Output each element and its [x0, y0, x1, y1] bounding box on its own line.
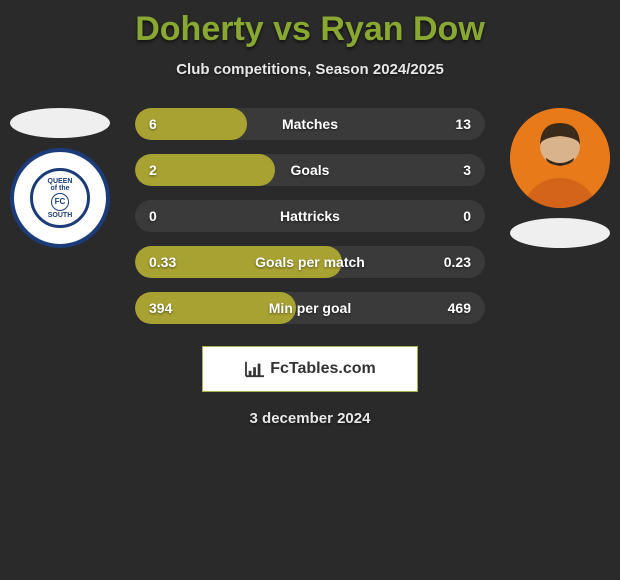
stat-label: Matches: [135, 116, 485, 132]
stat-row: 6Matches13: [135, 108, 485, 140]
stat-label: Hattricks: [135, 208, 485, 224]
right-player-column: [510, 108, 610, 248]
stat-row: 0Hattricks0: [135, 200, 485, 232]
stat-label: Min per goal: [135, 300, 485, 316]
logo-text: FcTables.com: [270, 360, 376, 378]
subtitle: Club competitions, Season 2024/2025: [0, 61, 620, 78]
stat-label: Goals per match: [135, 254, 485, 270]
fctables-logo[interactable]: FcTables.com: [202, 346, 418, 392]
badge-text: QUEEN: [48, 178, 73, 185]
chart-icon: [244, 360, 266, 378]
stat-row: 2Goals3: [135, 154, 485, 186]
stat-row: 0.33Goals per match0.23: [135, 246, 485, 278]
left-player-column: QUEEN of the FC SOUTH: [10, 108, 110, 248]
right-name-placeholder: [510, 218, 610, 248]
stat-label: Goals: [135, 162, 485, 178]
comparison-panel: QUEEN of the FC SOUTH 6Matches13 2Goals3 0…: [0, 108, 620, 324]
badge-text: FC: [51, 193, 69, 211]
left-name-placeholder: [10, 108, 110, 138]
stat-row: 394Min per goal469: [135, 292, 485, 324]
stat-right-value: 469: [448, 300, 471, 316]
stat-right-value: 0.23: [444, 254, 471, 270]
page-title: Doherty vs Ryan Dow: [0, 0, 620, 49]
badge-text: of the: [48, 185, 73, 192]
date-text: 3 december 2024: [0, 410, 620, 427]
right-player-photo: [510, 108, 610, 208]
badge-text: SOUTH: [48, 212, 73, 219]
stat-right-value: 0: [463, 208, 471, 224]
stat-right-value: 3: [463, 162, 471, 178]
left-club-badge: QUEEN of the FC SOUTH: [10, 148, 110, 248]
stat-rows: 6Matches13 2Goals3 0Hattricks0 0.33Goals pe…: [135, 108, 485, 324]
stat-right-value: 13: [455, 116, 471, 132]
